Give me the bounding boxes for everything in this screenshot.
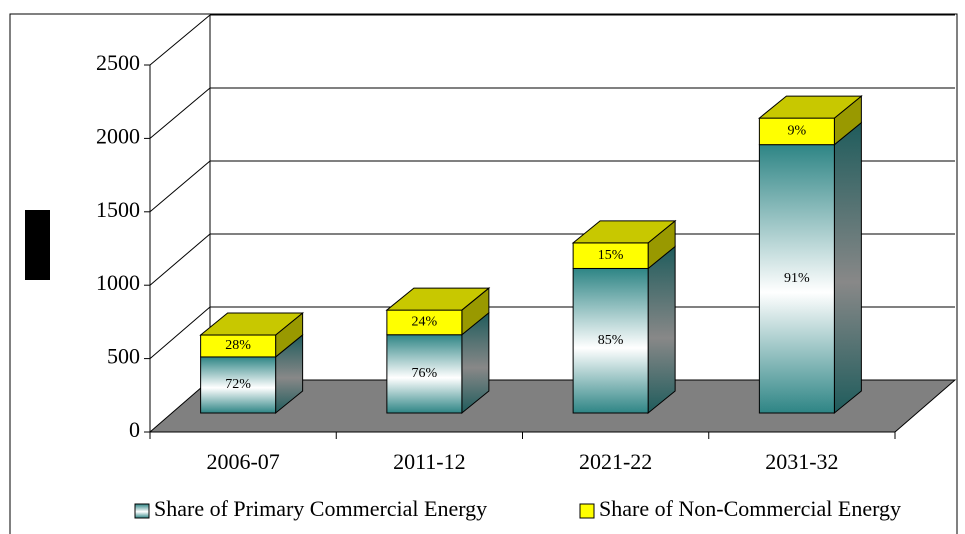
bar <box>758 144 835 414</box>
y-tick-label: 0 <box>129 417 140 442</box>
legend-swatch <box>579 503 595 519</box>
bar <box>386 309 463 336</box>
data-label: 85% <box>598 333 624 348</box>
bar <box>386 334 463 414</box>
data-label: 15% <box>598 248 624 263</box>
data-label: 76% <box>412 366 438 381</box>
bar <box>572 267 649 414</box>
data-label: 24% <box>412 315 438 330</box>
y-tick-label: 500 <box>107 344 140 369</box>
x-tick-label: 2011-12 <box>393 449 466 474</box>
bar-top <box>385 287 491 311</box>
bar <box>200 356 277 414</box>
legend-label: Share of Non-Commercial Energy <box>599 496 901 521</box>
grid-line-side <box>149 87 211 139</box>
legend-label: Share of Primary Commercial Energy <box>154 496 487 521</box>
y-tick-label: 1500 <box>96 197 140 222</box>
bar <box>572 242 649 269</box>
bar-top <box>757 95 863 119</box>
grid-line-side <box>149 14 211 66</box>
x-tick-label: 2006-07 <box>206 449 279 474</box>
data-label: 91% <box>784 271 810 286</box>
data-label: 28% <box>225 338 251 353</box>
data-label: 9% <box>788 124 807 139</box>
grid-line-side <box>149 233 211 286</box>
y-tick-label: 2500 <box>96 50 140 75</box>
y-tick-label: 2000 <box>96 123 140 148</box>
bar-side <box>833 121 862 415</box>
y-tick-label: 1000 <box>96 270 140 295</box>
bar-side <box>647 245 676 415</box>
redacted-axis-label <box>25 210 50 280</box>
bar-top <box>571 220 677 244</box>
legend-swatch <box>134 503 150 519</box>
grid-line-side <box>149 306 211 359</box>
frame <box>9 13 958 534</box>
grid-line-side <box>149 160 211 213</box>
bar-top <box>199 312 305 336</box>
floor <box>148 379 957 433</box>
x-tick-label: 2021-22 <box>579 449 652 474</box>
data-label: 72% <box>225 377 251 392</box>
x-tick-label: 2031-32 <box>765 449 838 474</box>
